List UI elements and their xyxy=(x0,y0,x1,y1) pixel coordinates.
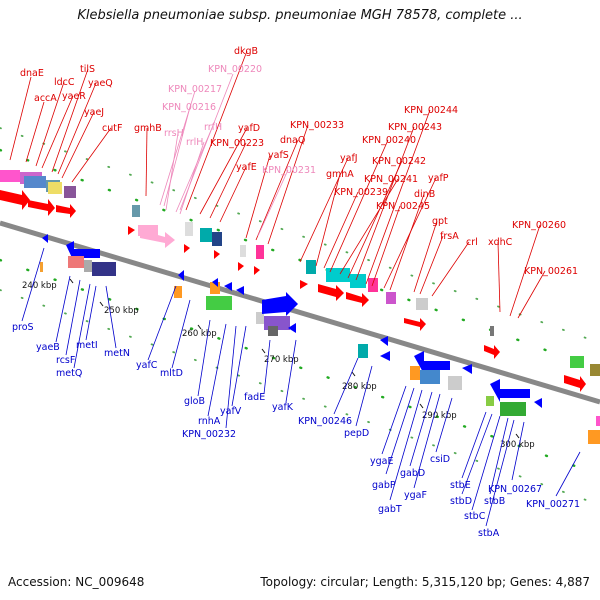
forward-leaders xyxy=(9,50,546,319)
gene-label: stbB xyxy=(484,496,505,507)
gene-label: rnhA xyxy=(198,416,221,427)
gene-label: rrlH xyxy=(186,137,203,148)
gene-label: yafK xyxy=(272,402,294,413)
tick-marks xyxy=(69,278,520,439)
gene-label: stbE xyxy=(450,480,471,491)
rna-label-group: KPN_00220 KPN_00217 KPN_00216 rrsH rrfH … xyxy=(162,64,316,176)
tick-label: 250 kbp xyxy=(104,306,139,316)
map-title: Klebsiella pneumoniae subsp. pneumoniae … xyxy=(77,8,523,23)
gene-label: rcsF xyxy=(56,355,75,366)
gene-label: metI xyxy=(76,340,98,351)
gene-label: KPN_00216 xyxy=(162,102,216,113)
gene-label: gmhB xyxy=(134,123,162,134)
gene-label: yafJ xyxy=(340,153,358,164)
gene-label: KPN_00239 xyxy=(334,187,388,198)
reverse-features[interactable] xyxy=(40,234,600,444)
gene-label: dinB xyxy=(414,189,435,200)
reverse-label-group: proS yaeB rcsF metQ metI metN yafC mltD … xyxy=(12,322,580,539)
gene-label: yaeQ xyxy=(88,78,113,89)
gene-label: fadE xyxy=(244,392,265,403)
gene-label: rrsH xyxy=(164,128,184,139)
gene-label: KPN_00233 xyxy=(290,120,344,131)
rna-leaders xyxy=(159,73,289,237)
gene-label: KPN_00240 xyxy=(362,135,416,146)
gene-label: yaeR xyxy=(62,91,86,102)
gene-label: crl xyxy=(466,237,478,248)
gene-label: yaeB xyxy=(36,342,60,353)
gene-label: yaeJ xyxy=(84,107,104,118)
tick-label: 280 kbp xyxy=(342,382,377,392)
gene-label: KPN_00220 xyxy=(208,64,262,75)
genome-stats-text: Topology: circular; Length: 5,315,120 bp… xyxy=(260,575,590,589)
gene-label: yafE xyxy=(236,162,257,173)
gene-label: KPN_00271 xyxy=(526,499,580,510)
gene-label: yafC xyxy=(136,360,158,371)
gene-label: accA xyxy=(34,93,57,104)
gene-label: pepD xyxy=(344,428,369,439)
gene-label: ygaF xyxy=(404,490,427,501)
gene-label: KPN_00231 xyxy=(262,165,316,176)
accession-text: Accession: NC_009648 xyxy=(8,575,145,589)
gene-label: proS xyxy=(12,322,34,333)
tick-label: 240 kbp xyxy=(22,281,57,291)
gene-label: KPN_00244 xyxy=(404,105,458,116)
reverse-leaders xyxy=(21,247,581,527)
forward-features[interactable] xyxy=(0,170,600,392)
gene-label: yafD xyxy=(238,123,260,134)
gene-label: gabD xyxy=(400,468,425,479)
gene-label: KPN_00246 xyxy=(298,416,352,427)
gene-label: tilS xyxy=(80,64,95,75)
gene-label: KPN_00217 xyxy=(168,84,222,95)
forward-label-group: dnaE accA ldcC yaeR tilS yaeQ yaeJ cutF … xyxy=(20,46,578,277)
gene-label: metQ xyxy=(56,368,82,379)
gene-label: KPN_00267 xyxy=(488,484,542,495)
gene-label: ldcC xyxy=(54,77,75,88)
gene-label: yafP xyxy=(428,173,449,184)
tick-label: 260 kbp xyxy=(182,329,217,339)
tick-label: 290 kbp xyxy=(422,411,457,421)
gene-label: gmhA xyxy=(326,169,354,180)
gene-label: csiD xyxy=(430,454,450,465)
gene-label: KPN_00232 xyxy=(182,429,236,440)
gene-label: gloB xyxy=(184,396,205,407)
gene-label: yafS xyxy=(268,150,289,161)
tick-label: 300 kbp xyxy=(500,440,535,450)
tick-label: 270 kbp xyxy=(264,355,299,365)
gene-label: stbA xyxy=(478,528,500,539)
gene-label: gabT xyxy=(378,504,402,515)
gene-label: mltD xyxy=(160,368,183,379)
gene-label: KPN_00260 xyxy=(512,220,566,231)
gene-label: rrfH xyxy=(204,122,222,133)
gene-label: ygaE xyxy=(370,456,393,467)
gene-label: metN xyxy=(104,348,130,359)
gene-label: KPN_00243 xyxy=(388,122,442,133)
gene-label: stbD xyxy=(450,496,472,507)
gene-label: dnaQ xyxy=(280,135,305,146)
gene-label: KPN_00261 xyxy=(524,266,578,277)
gene-label: dkgB xyxy=(234,46,258,57)
gene-label: gabP xyxy=(372,480,396,491)
gene-label: KPN_00241 xyxy=(364,174,418,185)
gene-label: dnaE xyxy=(20,68,44,79)
guide-dots xyxy=(0,127,600,506)
gene-label: frsA xyxy=(440,231,459,242)
gene-label: cutF xyxy=(102,123,122,134)
gene-label: gpt xyxy=(432,216,448,227)
gene-label: KPN_00242 xyxy=(372,156,426,167)
gene-label: yafV xyxy=(220,406,242,417)
gene-label: KPN_00245 xyxy=(376,201,430,212)
gene-label: stbC xyxy=(464,511,486,522)
gene-label: xdhC xyxy=(488,237,513,248)
gene-label: KPN_00223 xyxy=(210,138,264,149)
